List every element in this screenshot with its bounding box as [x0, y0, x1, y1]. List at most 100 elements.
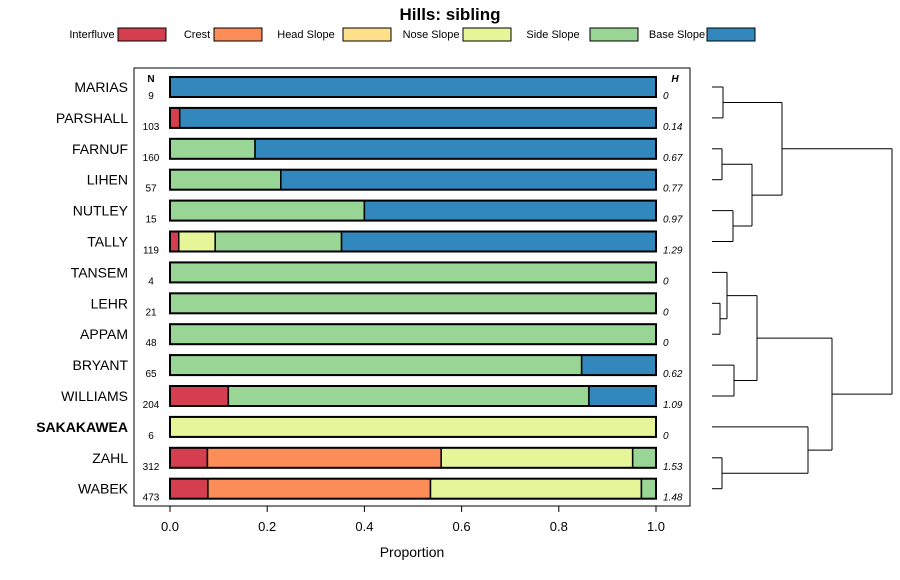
row-h-value: 0.62 [663, 369, 683, 380]
bar-segment [169, 138, 256, 160]
bar-segment [177, 230, 216, 253]
legend-swatch [117, 27, 167, 42]
bar-segment [214, 230, 343, 253]
row-n-value: 103 [143, 122, 160, 133]
bar-segment [169, 385, 230, 407]
row-h-value: 1.48 [663, 493, 683, 504]
bar-segment [169, 76, 657, 98]
x-axis: 0.0 0.2 0.4 0.6 0.8 1.0 [161, 506, 665, 534]
row-label: LEHR [91, 295, 128, 311]
bar-outline [169, 106, 657, 129]
row-label: MARIAS [74, 79, 128, 95]
bar-outline [169, 415, 657, 438]
row-h-value: 0.67 [663, 153, 683, 164]
bar-outline [169, 446, 657, 469]
bar-segment [169, 230, 180, 253]
n-column-header: N [147, 74, 154, 85]
bar-outline [169, 323, 657, 346]
bar-outline [169, 168, 657, 191]
bar-segment [280, 168, 657, 191]
bar-segment [169, 107, 181, 129]
x-tick-label: 0.0 [161, 519, 179, 534]
row-h-value: 0 [663, 276, 669, 287]
x-tick-label: 0.4 [355, 519, 373, 534]
bar-outline [169, 76, 657, 98]
row-n-value: 9 [148, 91, 154, 102]
legend-swatch [462, 27, 512, 42]
x-tick-label: 1.0 [647, 519, 665, 534]
bar-outline [169, 354, 657, 377]
bar-outline [169, 261, 657, 284]
bar-segment [429, 477, 643, 500]
row-h-value: 0 [663, 91, 669, 102]
bar-outline [169, 137, 657, 160]
row-label: APPAM [80, 326, 128, 342]
row-h-value: 1.09 [663, 400, 683, 411]
row-h-value: 1.53 [663, 462, 683, 473]
bar-segment [340, 230, 657, 253]
row-n-value: 204 [143, 400, 160, 411]
row-n-value: 15 [145, 215, 157, 226]
row-label: TANSEM [71, 264, 128, 280]
row-n-value: 160 [143, 153, 160, 164]
bar-segment [580, 354, 657, 376]
row-label: SAKAKAWEA [36, 419, 128, 435]
row-n-value: 4 [148, 276, 154, 287]
legend-label: Interfluve [69, 29, 114, 41]
bar-segment [169, 447, 209, 469]
row-label: WILLIAMS [61, 388, 128, 404]
legend-swatch [589, 27, 639, 42]
row-h-value: 0.14 [663, 122, 683, 133]
bar-outline [169, 385, 657, 407]
row-n-value: 312 [143, 462, 160, 473]
bar-segment [631, 447, 657, 469]
bar-segment [363, 199, 657, 222]
bar-segment [588, 385, 657, 407]
x-tick-label: 0.6 [453, 519, 471, 534]
x-tick-label: 0.8 [550, 519, 568, 534]
row-h-value: 0 [663, 431, 669, 442]
row-label: WABEK [78, 481, 129, 497]
row-h-value: 0.77 [663, 184, 683, 195]
legend-label: Nose Slope [403, 29, 460, 41]
legend-swatch [706, 27, 756, 42]
bar-outline [169, 292, 657, 315]
bar-segment [169, 292, 657, 315]
legend-swatch [342, 27, 392, 42]
legend-swatch [213, 27, 263, 42]
bar-outline [169, 477, 657, 500]
row-label: BRYANT [73, 357, 129, 373]
row-label: ZAHL [92, 450, 128, 466]
bar-segment [169, 323, 657, 345]
chart-title: Hills: sibling [399, 5, 500, 24]
bar-segment [640, 477, 657, 500]
legend-label: Head Slope [277, 29, 335, 41]
x-axis-label: Proportion [380, 544, 445, 560]
bar-segment [169, 354, 583, 376]
row-n-value: 21 [145, 307, 157, 318]
bar-outline [169, 199, 657, 222]
bar-rows: MARIAS 9 0 PARSHALL 103 0.14 FARNUF 160 0.67 LIHE… [36, 76, 683, 504]
bar-segment [207, 477, 432, 500]
x-tick-label: 0.2 [258, 519, 276, 534]
row-n-value: 6 [148, 431, 154, 442]
bar-segment [178, 107, 657, 129]
row-label: LIHEN [87, 172, 128, 188]
bar-segment [169, 168, 282, 191]
row-n-value: 57 [145, 184, 157, 195]
row-n-value: 48 [145, 338, 157, 349]
bar-outline [169, 230, 657, 253]
row-label: TALLY [87, 234, 128, 250]
row-n-value: 473 [143, 493, 160, 504]
row-h-value: 0.97 [663, 215, 683, 226]
bar-segment [227, 385, 590, 407]
h-column-header: H [671, 74, 679, 85]
legend-label: Side Slope [526, 29, 579, 41]
row-h-value: 0 [663, 338, 669, 349]
dendrogram [712, 86, 893, 490]
bar-segment [169, 416, 657, 438]
row-h-value: 1.29 [663, 246, 683, 257]
bar-segment [169, 199, 366, 222]
plot-frame [133, 67, 691, 507]
